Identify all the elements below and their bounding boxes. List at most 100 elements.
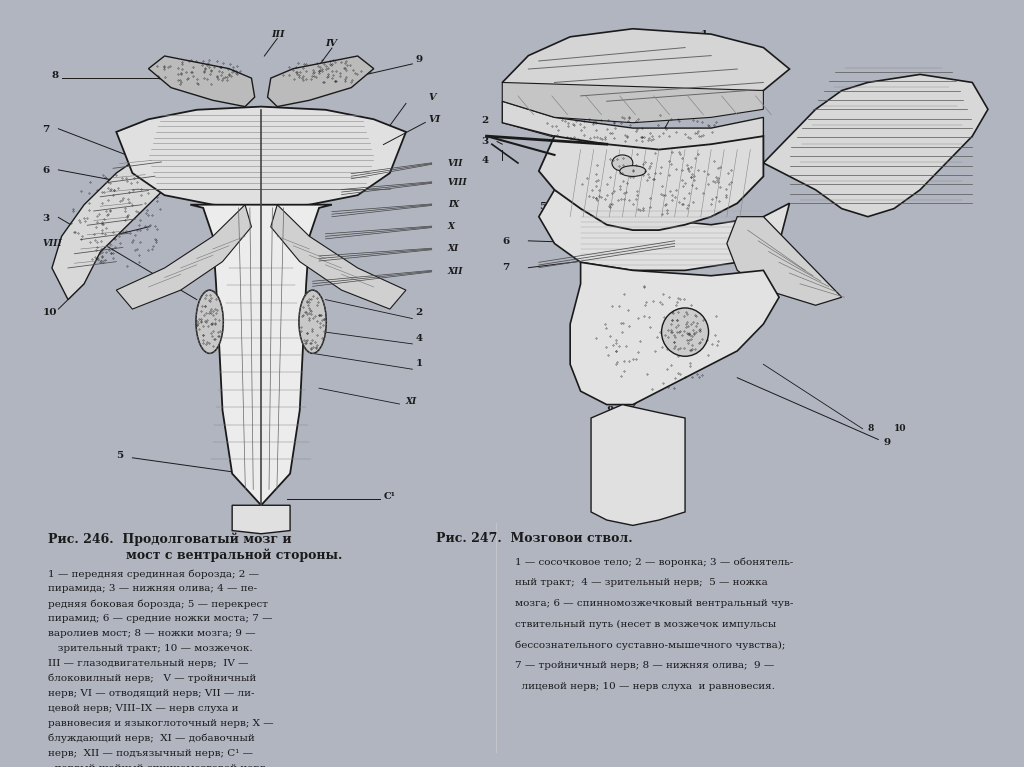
- Point: [635, 202, 651, 214]
- Point: [566, 119, 583, 131]
- Point: [138, 204, 155, 216]
- Point: [703, 338, 720, 351]
- Point: [655, 189, 672, 202]
- Point: [689, 148, 706, 160]
- Point: [654, 298, 671, 310]
- Point: [119, 260, 135, 272]
- Point: [685, 114, 701, 127]
- Polygon shape: [267, 56, 374, 107]
- Point: [188, 77, 205, 89]
- Point: [290, 66, 306, 78]
- Point: [338, 64, 354, 76]
- Point: [682, 357, 698, 370]
- Point: [591, 189, 607, 202]
- Point: [626, 165, 642, 177]
- Point: [670, 326, 686, 338]
- Point: [205, 305, 221, 318]
- Point: [123, 176, 139, 189]
- Point: [172, 74, 188, 86]
- Point: [73, 185, 89, 197]
- Point: [156, 63, 172, 75]
- Point: [669, 295, 685, 308]
- Point: [560, 120, 577, 132]
- Point: [353, 65, 370, 77]
- Point: [597, 133, 613, 145]
- Point: [212, 69, 228, 81]
- Point: [575, 129, 592, 141]
- Point: [199, 59, 215, 71]
- Point: [682, 344, 698, 357]
- Point: [99, 182, 116, 194]
- Point: [148, 194, 165, 206]
- Point: [193, 304, 209, 317]
- Point: [694, 116, 711, 128]
- Point: [712, 161, 728, 173]
- Point: [606, 122, 623, 134]
- Point: [687, 127, 703, 140]
- Point: [207, 313, 223, 325]
- Point: [204, 330, 220, 342]
- Point: [670, 113, 686, 125]
- Text: лицевой нерв; 10 — нерв слуха  и равновесия.: лицевой нерв; 10 — нерв слуха и равновес…: [515, 682, 775, 691]
- Point: [203, 327, 219, 339]
- Point: [100, 208, 117, 220]
- Point: [183, 66, 200, 78]
- Point: [707, 329, 723, 341]
- Text: XI: XI: [406, 397, 417, 406]
- Point: [82, 235, 98, 248]
- Point: [659, 324, 676, 337]
- Point: [699, 178, 716, 190]
- Point: [683, 298, 699, 311]
- Point: [93, 224, 110, 236]
- Point: [106, 241, 123, 253]
- Point: [122, 227, 138, 239]
- Point: [119, 209, 135, 222]
- Point: [721, 179, 737, 191]
- Point: [141, 220, 158, 232]
- Point: [323, 55, 339, 67]
- Text: первый шейный спинномозговой нерв.: первый шейный спинномозговой нерв.: [48, 764, 269, 767]
- Point: [120, 209, 136, 221]
- Point: [156, 61, 172, 73]
- Point: [676, 293, 692, 305]
- Point: [336, 75, 352, 87]
- Point: [611, 180, 628, 193]
- Text: 8: 8: [52, 71, 59, 80]
- Point: [628, 193, 644, 205]
- Point: [104, 242, 121, 255]
- Point: [628, 159, 644, 171]
- Point: [152, 202, 168, 215]
- Point: [313, 54, 330, 66]
- Ellipse shape: [299, 290, 327, 354]
- Point: [604, 186, 621, 199]
- Point: [312, 309, 329, 321]
- Point: [347, 67, 364, 79]
- Point: [608, 337, 625, 349]
- Text: 3: 3: [42, 213, 49, 222]
- Point: [656, 121, 673, 133]
- Point: [302, 305, 318, 318]
- Point: [649, 119, 666, 131]
- Polygon shape: [570, 262, 779, 405]
- Point: [105, 232, 122, 244]
- Point: [93, 251, 110, 263]
- Point: [170, 68, 186, 81]
- Point: [174, 56, 190, 68]
- Point: [566, 131, 583, 143]
- Point: [610, 160, 627, 173]
- Point: [657, 198, 674, 210]
- Point: [636, 281, 652, 293]
- Point: [297, 64, 313, 77]
- Point: [668, 321, 684, 333]
- Point: [602, 200, 618, 212]
- Point: [620, 130, 636, 143]
- Point: [663, 359, 679, 371]
- Point: [227, 64, 244, 77]
- Point: [196, 308, 212, 321]
- Point: [303, 72, 319, 84]
- Point: [308, 292, 325, 304]
- Point: [615, 152, 632, 164]
- Point: [588, 124, 604, 137]
- Point: [656, 189, 673, 201]
- Point: [143, 209, 160, 222]
